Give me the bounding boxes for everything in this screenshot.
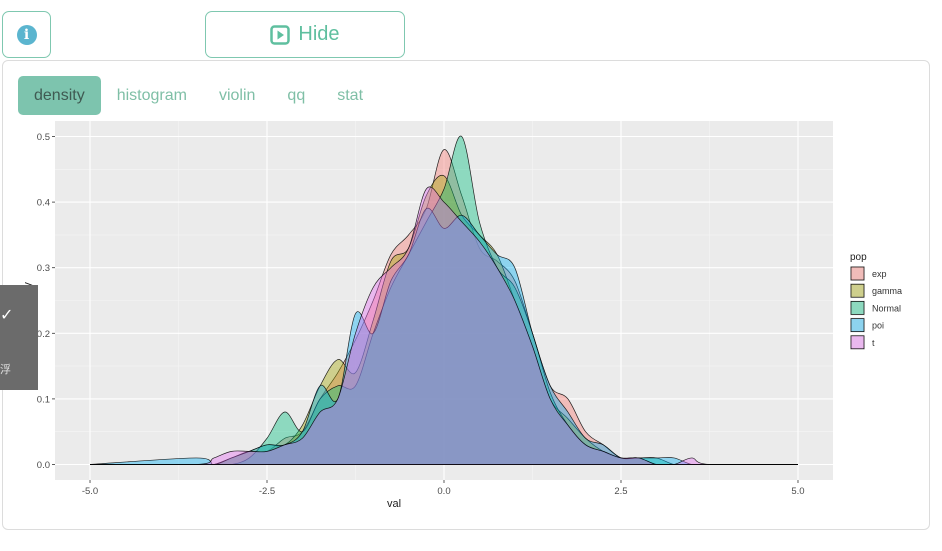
x-axis-title: val	[387, 498, 401, 510]
legend-key-bg	[850, 334, 865, 350]
density-area-t	[90, 186, 798, 465]
legend-key-t	[850, 335, 865, 350]
legend-key-bg	[850, 283, 865, 299]
x-tick-label: 2.5	[614, 486, 627, 497]
x-tick-label: 0.0	[437, 486, 450, 497]
y-tick-label: 0.4	[37, 198, 50, 209]
x-tick-label: 5.0	[791, 486, 804, 497]
legend-key-bg	[850, 266, 865, 281]
legend-key-bg	[850, 317, 865, 333]
legend-key-exp	[850, 266, 865, 281]
y-tick-label: 0.3	[37, 263, 50, 274]
hide-button[interactable]: Hide	[205, 11, 405, 58]
legend-title: pop	[850, 252, 867, 263]
info-button[interactable]: i	[2, 11, 51, 58]
legend-label: t	[872, 338, 875, 348]
info-icon: i	[16, 24, 37, 45]
x-tick-label: -2.5	[259, 486, 275, 497]
tab-bar: density histogram violin qq stat	[18, 76, 379, 115]
tab-stat[interactable]: stat	[337, 87, 364, 104]
legend-key-poi	[850, 318, 865, 332]
y-tick-label: 0.0	[37, 460, 50, 471]
floating-side-panel[interactable]: ✓ 浮	[0, 285, 38, 390]
y-tick-label: 0.2	[37, 329, 50, 340]
legend-label: gamma	[872, 286, 902, 296]
tab-histogram[interactable]: histogram	[116, 87, 187, 104]
hide-label: Hide	[298, 23, 340, 45]
legend-label: Normal	[872, 303, 901, 313]
legend-key-gamma	[850, 283, 865, 298]
side-panel-label: 浮	[0, 364, 11, 376]
tab-qq[interactable]: qq	[287, 87, 306, 104]
tab-violin[interactable]: violin	[218, 87, 256, 104]
tab-density[interactable]: density	[18, 76, 101, 115]
y-tick-label: 0.5	[37, 132, 50, 143]
x-tick-label: -5.0	[82, 486, 98, 497]
legend-key-normal	[850, 301, 865, 315]
legend-key-bg	[850, 300, 865, 316]
y-tick-label: 0.1	[37, 394, 50, 405]
check-icon: ✓	[0, 307, 14, 324]
legend-label: poi	[872, 321, 884, 331]
play-square-icon	[270, 24, 291, 45]
legend-label: exp	[872, 269, 887, 279]
